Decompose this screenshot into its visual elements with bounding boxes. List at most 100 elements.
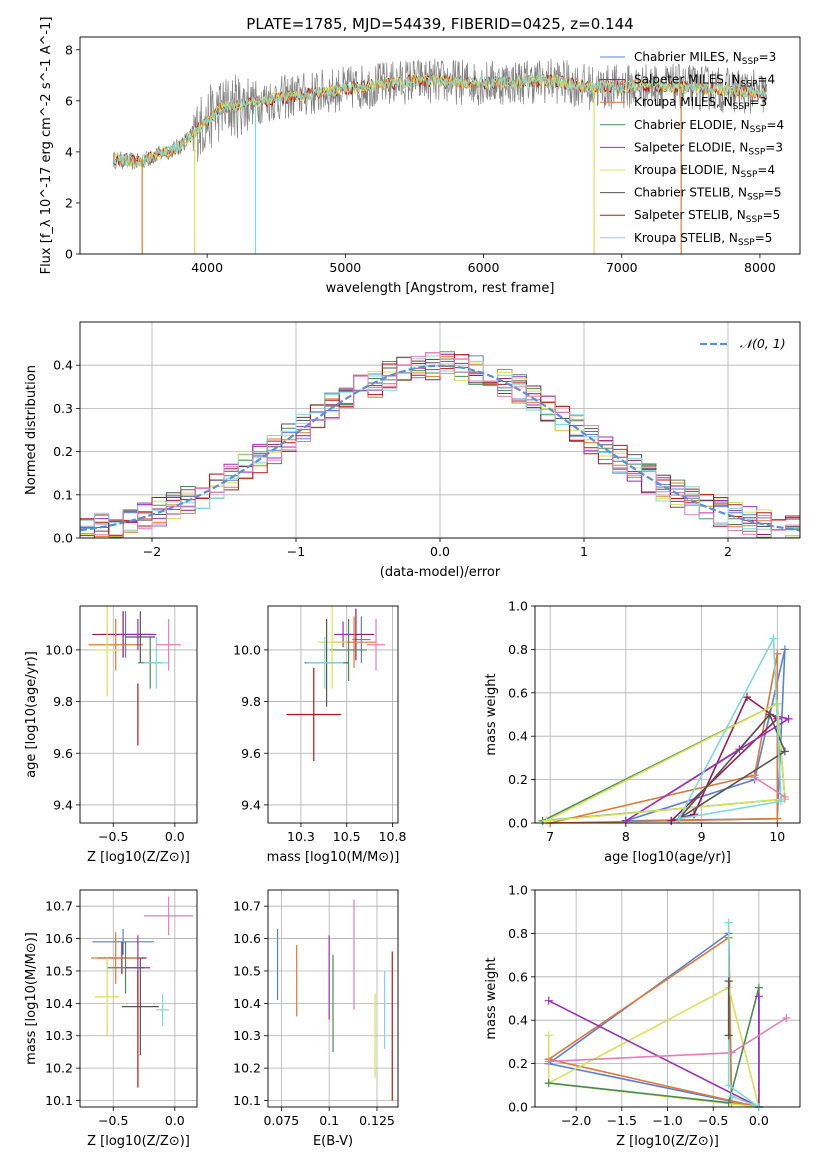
axes-frame — [267, 889, 399, 1108]
x-tick-label: 9 — [698, 829, 706, 844]
y-tick-label: 10.6 — [233, 931, 261, 946]
legend-subscript: SSP — [750, 125, 767, 135]
mass-weight-line — [754, 776, 786, 798]
mass-weight-marker — [667, 816, 676, 825]
mass-weight-marker — [754, 992, 763, 1001]
y-tick-label: 0.6 — [508, 685, 528, 700]
mass-weight-marker — [777, 797, 786, 806]
legend-entry: Chabrier MILES, NSSP=3 — [634, 50, 776, 67]
x-tick-label: 8000 — [744, 260, 776, 275]
y-tick-label: 0.2 — [53, 444, 73, 459]
mass-weight-marker — [544, 996, 553, 1005]
mass-weight-line — [548, 987, 760, 1107]
x-tick-label: 8 — [622, 829, 630, 844]
y-tick-label: 10.0 — [45, 642, 73, 657]
x-tick-label: 5000 — [329, 260, 361, 275]
mass-weight-marker — [724, 918, 733, 927]
legend-label: Chabrier ELODIE, N — [634, 118, 750, 132]
mass-weight-line — [727, 922, 760, 1108]
y-tick-label: 10.2 — [233, 1061, 261, 1076]
x-tick-label: 10.8 — [379, 829, 407, 844]
mass-weight-line — [548, 996, 760, 1109]
legend-suffix: =3 — [750, 95, 768, 109]
mass-weight-marker — [780, 792, 789, 801]
y-tick-label: 9.4 — [53, 797, 73, 812]
y-tick-label: 10.5 — [45, 963, 73, 978]
y-tick-label: 0.3 — [53, 401, 73, 416]
y-tick-label: 0.2 — [508, 772, 528, 787]
x-tick-label: 6000 — [468, 260, 500, 275]
y-tick-label: 10.6 — [45, 931, 73, 946]
mass-weight-marker — [780, 645, 789, 654]
mass-weight-marker — [754, 983, 763, 992]
legend-label: Salpeter MILES, N — [634, 73, 741, 87]
legend-label: Chabrier MILES, N — [634, 50, 742, 64]
y-tick-label: 1.0 — [508, 883, 528, 898]
errorbars — [276, 899, 393, 1101]
errorbars — [88, 606, 181, 746]
legend-suffix: =5 — [763, 208, 781, 222]
legend-subscript: SSP — [746, 215, 763, 225]
legend-subscript: SSP — [748, 147, 765, 157]
legend-suffix: =4 — [757, 163, 775, 177]
mass-weight-vs-Z-panel: −2.0 −1.5 −1.0 −0.5 0.0 0.0 0.2 0.4 0.6 0.8 1.0 Z [… — [484, 883, 801, 1149]
legend-entry: 𝒩(0, 1) — [740, 336, 786, 351]
x-axis-label: wavelength [Angstrom, rest frame] — [326, 281, 555, 296]
y-tick-label: 8 — [65, 42, 73, 57]
legend-label: Kroupa STELIB, N — [634, 231, 738, 245]
residual-histograms — [80, 351, 800, 538]
y-tick-label: 0.8 — [508, 642, 528, 657]
x-tick-label: 0.0 — [165, 1113, 185, 1128]
mass-weight-line — [547, 986, 760, 1108]
x-tick-label: 7 — [546, 829, 554, 844]
legend-label: Kroupa MILES, N — [634, 95, 733, 109]
y-tick-label: 0.0 — [508, 816, 528, 831]
mass-weight-marker — [690, 810, 698, 819]
mass-weight-marker — [674, 814, 683, 823]
errorbars — [286, 606, 386, 761]
x-tick-label: 2 — [724, 544, 732, 559]
y-tick-label: 10.5 — [233, 963, 261, 978]
y-tick-label: 0.2 — [508, 1056, 528, 1071]
mass-weight-marker — [784, 714, 793, 723]
x-tick-label: −1 — [287, 544, 305, 559]
legend-entry: Chabrier STELIB, NSSP=5 — [634, 186, 782, 203]
y-tick-label: 1.0 — [508, 599, 528, 614]
x-tick-label: 0.1 — [319, 1113, 339, 1128]
x-tick-label: 0.0 — [749, 1113, 769, 1128]
x-tick-label: 0.075 — [263, 1113, 299, 1128]
x-tick-label: 0.0 — [165, 829, 185, 844]
y-tick-label: 9.8 — [241, 694, 261, 709]
y-tick-label: 10.3 — [233, 1028, 261, 1043]
y-tick-label: 9.4 — [241, 797, 261, 812]
legend-label: Chabrier STELIB, N — [634, 186, 747, 200]
mass-weight-marker — [724, 1031, 733, 1040]
model-spectrum-line — [112, 73, 768, 168]
x-tick-label: 7000 — [606, 260, 638, 275]
page-title: PLATE=1785, MJD=54439, FIBERID=0425, z=0… — [246, 15, 633, 33]
y-tick-label: 6 — [65, 93, 73, 108]
mass-weight-vs-age-panel: 7 8 9 10 0.0 0.2 0.4 0.6 0.8 1.0 age [log10(age/yr… — [484, 599, 801, 865]
mass-weight-marker — [780, 747, 789, 756]
y-tick-label: 0.1 — [53, 487, 73, 502]
mass-weight-line — [542, 702, 786, 822]
mass-weight-marker — [743, 693, 751, 702]
spectrum-panel: 4000 5000 6000 7000 8000 0 2 4 6 8 wavelength [Ang… — [39, 17, 801, 296]
axes-frame — [267, 605, 399, 824]
mass-weight-line — [548, 936, 760, 1108]
residual-histogram — [80, 352, 800, 538]
mass-weight-line — [546, 702, 786, 822]
legend-subscript: SSP — [747, 193, 764, 203]
mass-weight-marker — [544, 1057, 553, 1066]
panels: 4000 5000 6000 7000 8000 0 2 4 6 8 wavelength [Ang… — [24, 17, 801, 1149]
y-tick-label: 10.2 — [45, 1061, 73, 1076]
x-tick-label: 10 — [769, 829, 785, 844]
legend-suffix: =5 — [755, 231, 773, 245]
y-tick-label: 0.4 — [53, 358, 73, 373]
y-axis-label: Flux [f_λ 10^-17 erg cm^-2 s^-1 A^-1] — [39, 17, 54, 275]
mass-weight-marker — [750, 773, 759, 782]
legend-entry: Kroupa ELODIE, NSSP=4 — [634, 163, 775, 180]
y-tick-label: 0 — [65, 247, 73, 262]
legend-suffix: =3 — [765, 140, 783, 154]
